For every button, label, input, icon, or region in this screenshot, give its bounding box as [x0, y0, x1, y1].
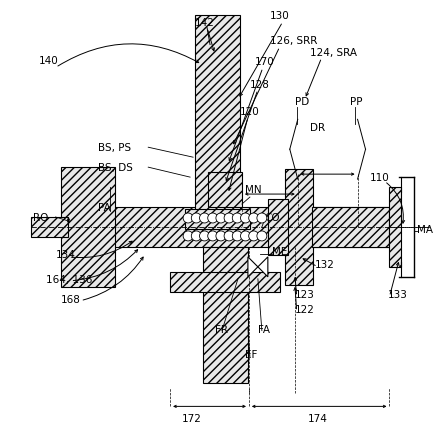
Bar	[61, 168, 115, 287]
Circle shape	[191, 214, 201, 224]
Bar	[208, 173, 242, 208]
Text: DR: DR	[310, 123, 325, 133]
Text: ME: ME	[272, 246, 287, 256]
Circle shape	[191, 231, 201, 241]
Bar	[69, 208, 389, 247]
Circle shape	[257, 231, 267, 241]
Text: PD: PD	[295, 97, 309, 107]
Bar	[170, 272, 280, 292]
Polygon shape	[258, 257, 268, 277]
Circle shape	[249, 231, 259, 241]
Text: 122: 122	[295, 304, 315, 314]
Polygon shape	[248, 257, 258, 277]
Circle shape	[232, 214, 242, 224]
Circle shape	[199, 214, 210, 224]
Text: 130: 130	[270, 11, 290, 21]
Circle shape	[241, 231, 250, 241]
Bar	[203, 247, 248, 384]
Text: CO: CO	[265, 212, 280, 222]
Circle shape	[183, 231, 193, 241]
Text: 132: 132	[315, 259, 334, 269]
Circle shape	[257, 214, 267, 224]
Text: FR: FR	[215, 324, 228, 334]
Circle shape	[224, 231, 234, 241]
Text: EF: EF	[245, 349, 257, 359]
Text: 164, 136: 164, 136	[46, 274, 92, 284]
Text: 142: 142	[195, 18, 215, 28]
Circle shape	[199, 231, 210, 241]
Text: 134: 134	[55, 249, 75, 259]
Text: BS, DS: BS, DS	[98, 163, 133, 173]
Text: 120: 120	[240, 107, 260, 117]
Circle shape	[241, 214, 250, 224]
Text: 174: 174	[308, 413, 328, 424]
Text: MA: MA	[417, 224, 433, 234]
Bar	[195, 15, 240, 230]
Text: 126, SRR: 126, SRR	[270, 36, 317, 46]
Circle shape	[183, 214, 193, 224]
Text: PP: PP	[350, 97, 362, 107]
Bar	[268, 200, 288, 255]
Circle shape	[224, 214, 234, 224]
Circle shape	[208, 231, 218, 241]
Text: 110: 110	[369, 173, 389, 183]
Bar	[31, 218, 69, 237]
Text: 133: 133	[388, 289, 407, 299]
Bar	[185, 209, 250, 230]
Text: 128: 128	[250, 80, 270, 90]
Bar	[312, 208, 389, 247]
Text: 170: 170	[255, 57, 275, 68]
Text: MN: MN	[245, 184, 261, 195]
Text: RO: RO	[33, 212, 48, 222]
Text: 168: 168	[61, 294, 80, 304]
Text: 124, SRA: 124, SRA	[310, 47, 357, 57]
Text: 140: 140	[39, 55, 58, 65]
Bar	[389, 187, 401, 267]
Text: FA: FA	[258, 324, 270, 334]
Circle shape	[232, 231, 242, 241]
Text: 172: 172	[182, 413, 202, 424]
Text: 123: 123	[295, 289, 315, 299]
Circle shape	[249, 214, 259, 224]
Circle shape	[216, 231, 226, 241]
Circle shape	[208, 214, 218, 224]
Text: PA: PA	[98, 203, 111, 212]
Text: BS, PS: BS, PS	[98, 143, 132, 153]
Bar	[285, 170, 313, 285]
Circle shape	[216, 214, 226, 224]
